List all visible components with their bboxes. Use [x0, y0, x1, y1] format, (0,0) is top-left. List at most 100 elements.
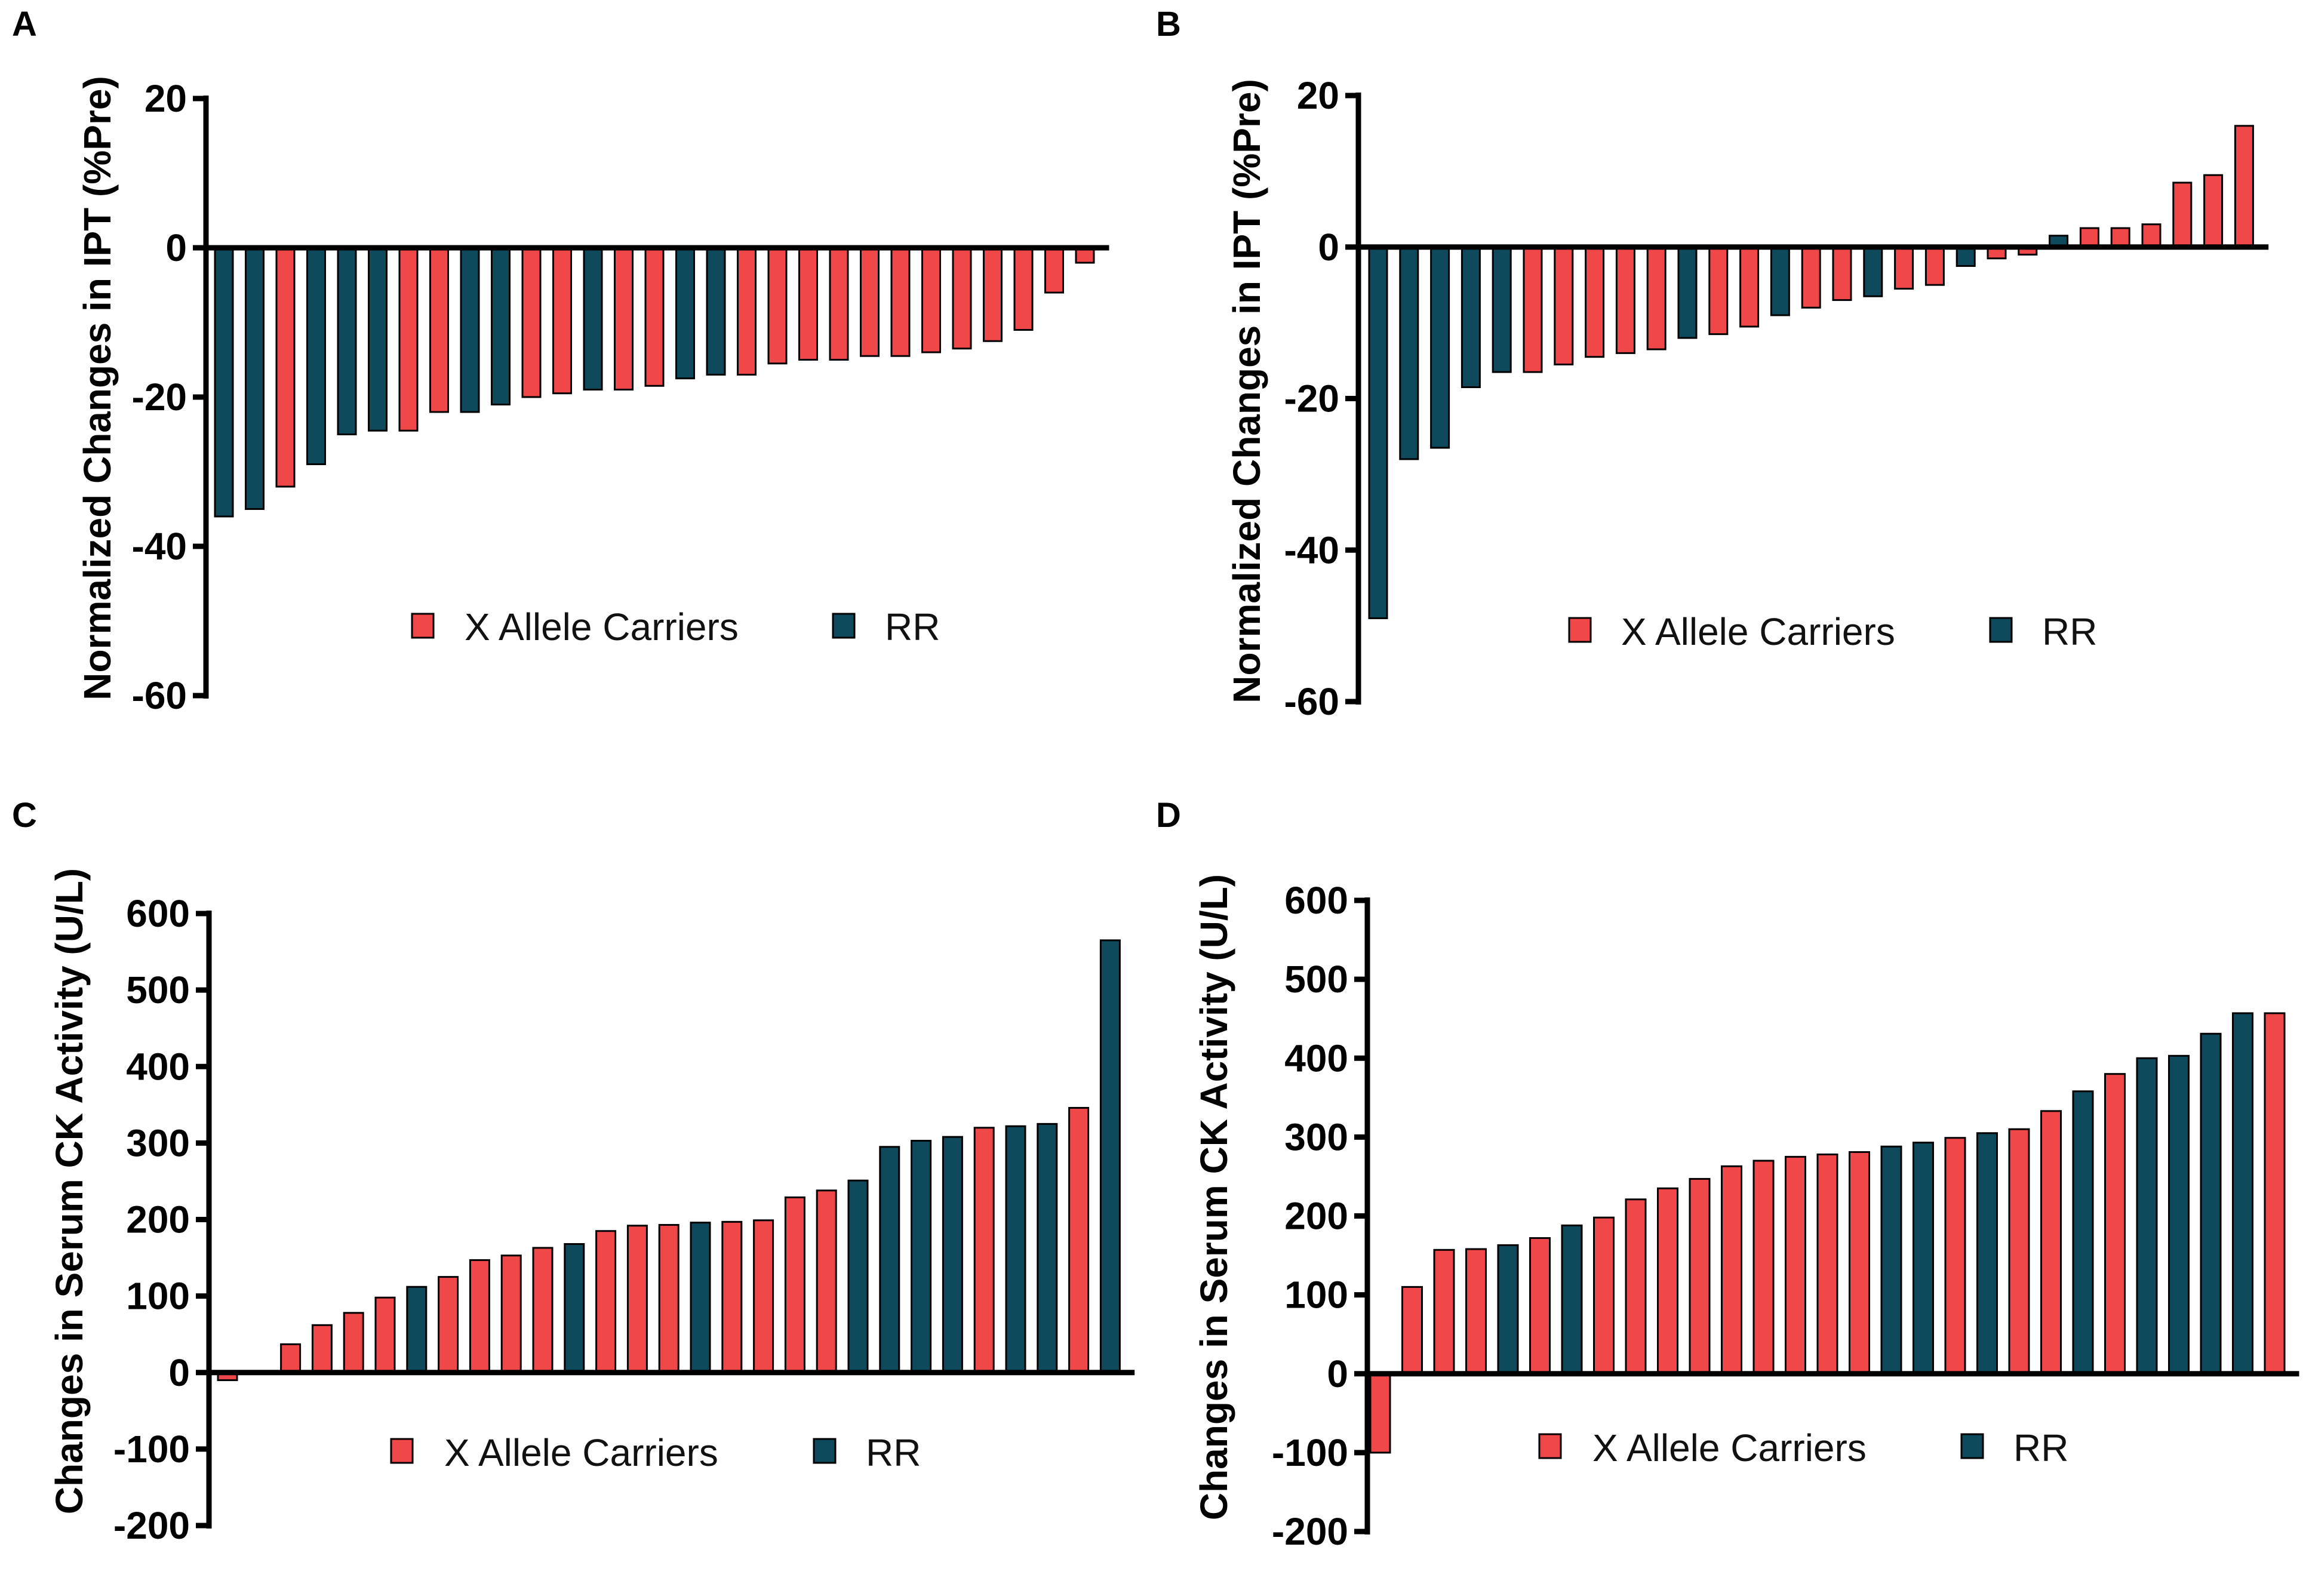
bar-b-12 — [1739, 246, 1760, 328]
legend-c: X Allele Carriers RR — [390, 1431, 921, 1474]
legend-label-rr-a: RR — [885, 605, 940, 648]
bar-d-14 — [1816, 1153, 1838, 1375]
bar-b-7 — [1585, 246, 1605, 358]
bar-a-17 — [737, 247, 757, 376]
legend-d: X Allele Carriers RR — [1538, 1426, 2068, 1469]
legend-label-x-allele-c: X Allele Carriers — [444, 1431, 718, 1474]
bar-b-1 — [1399, 246, 1419, 460]
bar-a-19 — [798, 247, 818, 361]
y-axis-title-b: Normalized Changes in IPT (%Pre) — [1225, 79, 1268, 703]
bar-d-1 — [1401, 1286, 1423, 1375]
y-tick-label-c-8: -200 — [113, 1504, 190, 1547]
panel-b: B Normalized Changes in IPT (%Pre) 20 0 -2… — [1156, 5, 2269, 723]
bar-d-16 — [1880, 1145, 1902, 1375]
bar-a-26 — [1013, 247, 1034, 331]
bar-d-4 — [1497, 1244, 1519, 1375]
bar-a-0 — [214, 247, 234, 518]
bar-d-26 — [2200, 1032, 2222, 1375]
bar-a-13 — [614, 247, 634, 390]
bar-c-24 — [973, 1127, 995, 1374]
bar-c-6 — [406, 1286, 428, 1374]
bar-a-24 — [952, 247, 972, 350]
legend-swatch-x-allele-b — [1568, 617, 1592, 643]
bar-b-28 — [2234, 125, 2254, 248]
bar-d-7 — [1593, 1216, 1615, 1375]
axes-a — [203, 96, 1109, 699]
y-axis-title-d: Changes in Serum CK Activity (U/L) — [1192, 874, 1235, 1520]
bar-c-17 — [753, 1219, 774, 1374]
bar-c-2 — [280, 1343, 302, 1374]
bar-a-18 — [767, 247, 788, 365]
bar-b-25 — [2141, 223, 2162, 248]
y-tick-label-d-0: 600 — [1284, 879, 1348, 922]
bar-d-2 — [1433, 1248, 1455, 1375]
bar-b-27 — [2203, 174, 2224, 248]
bar-c-7 — [438, 1276, 459, 1374]
bar-c-25 — [1005, 1125, 1026, 1374]
y-tick-label-d-8: -200 — [1272, 1510, 1348, 1553]
bar-c-20 — [847, 1179, 869, 1374]
bar-a-6 — [398, 247, 419, 432]
panel-letter-b: B — [1156, 5, 1181, 44]
bar-b-19 — [1956, 246, 1976, 267]
panel-letter-d: D — [1156, 796, 1181, 835]
bar-a-9 — [491, 247, 511, 405]
bar-a-21 — [860, 247, 880, 357]
legend-a: X Allele Carriers RR — [411, 605, 940, 648]
bar-c-18 — [784, 1196, 805, 1374]
y-tick-label-c-4: 200 — [126, 1198, 190, 1241]
y-ticks-b: 20 0 -20 -40 -60 — [1284, 74, 1358, 723]
legend-swatch-rr-a — [832, 613, 856, 639]
bar-b-24 — [2110, 227, 2130, 248]
bar-b-14 — [1801, 246, 1821, 309]
bar-c-15 — [690, 1222, 711, 1374]
y-axis-title-c: Changes in Serum CK Activity (U/L) — [48, 868, 91, 1514]
bar-d-6 — [1561, 1224, 1583, 1375]
bar-a-1 — [245, 247, 265, 510]
bar-a-22 — [890, 247, 911, 357]
bar-c-26 — [1037, 1123, 1058, 1374]
bar-c-10 — [532, 1247, 554, 1374]
bar-d-0 — [1369, 1373, 1391, 1454]
y-ticks-a: 20 0 -20 -40 -60 — [132, 77, 206, 717]
bar-a-25 — [983, 247, 1003, 342]
bar-c-9 — [500, 1254, 522, 1374]
bar-b-5 — [1523, 246, 1543, 373]
bar-d-24 — [2136, 1057, 2158, 1375]
y-tick-label-a-1: 0 — [165, 226, 187, 269]
bar-b-18 — [1924, 246, 1945, 286]
bar-b-16 — [1863, 246, 1883, 297]
y-tick-label-b-4: -60 — [1284, 680, 1340, 723]
bar-a-3 — [306, 247, 326, 465]
legend-swatch-rr-b — [1989, 617, 2013, 643]
bar-c-16 — [721, 1220, 743, 1374]
legend-label-x-allele-a: X Allele Carriers — [465, 605, 739, 648]
y-tick-label-a-4: -60 — [132, 674, 187, 717]
bar-d-23 — [2104, 1073, 2126, 1375]
panel-d: D Changes in Serum CK Activity (U/L) 600… — [1156, 796, 2299, 1553]
bar-a-15 — [675, 247, 695, 380]
bar-d-20 — [2008, 1128, 2030, 1375]
legend-label-x-allele-b: X Allele Carriers — [1621, 610, 1895, 653]
bar-a-14 — [644, 247, 665, 387]
bar-c-19 — [816, 1189, 837, 1374]
y-tick-label-b-3: -40 — [1284, 528, 1340, 571]
panel-letter-c: C — [12, 796, 37, 835]
legend-swatch-x-allele-d — [1538, 1433, 1562, 1459]
bar-b-0 — [1368, 246, 1388, 619]
bar-d-13 — [1785, 1155, 1806, 1375]
bar-a-5 — [368, 247, 388, 432]
legend-swatch-rr-d — [1960, 1433, 1984, 1459]
axes-b — [1355, 93, 2269, 705]
legend-label-rr-b: RR — [2042, 610, 2097, 653]
bar-b-4 — [1492, 246, 1512, 373]
bars-b — [1368, 125, 2254, 619]
bar-a-27 — [1044, 247, 1064, 294]
bar-c-4 — [343, 1312, 364, 1374]
bar-d-17 — [1913, 1142, 1934, 1375]
bars-d — [1369, 1012, 2286, 1454]
y-tick-label-b-0: 20 — [1297, 74, 1339, 117]
bar-a-12 — [583, 247, 603, 390]
y-tick-label-c-2: 400 — [126, 1045, 190, 1088]
